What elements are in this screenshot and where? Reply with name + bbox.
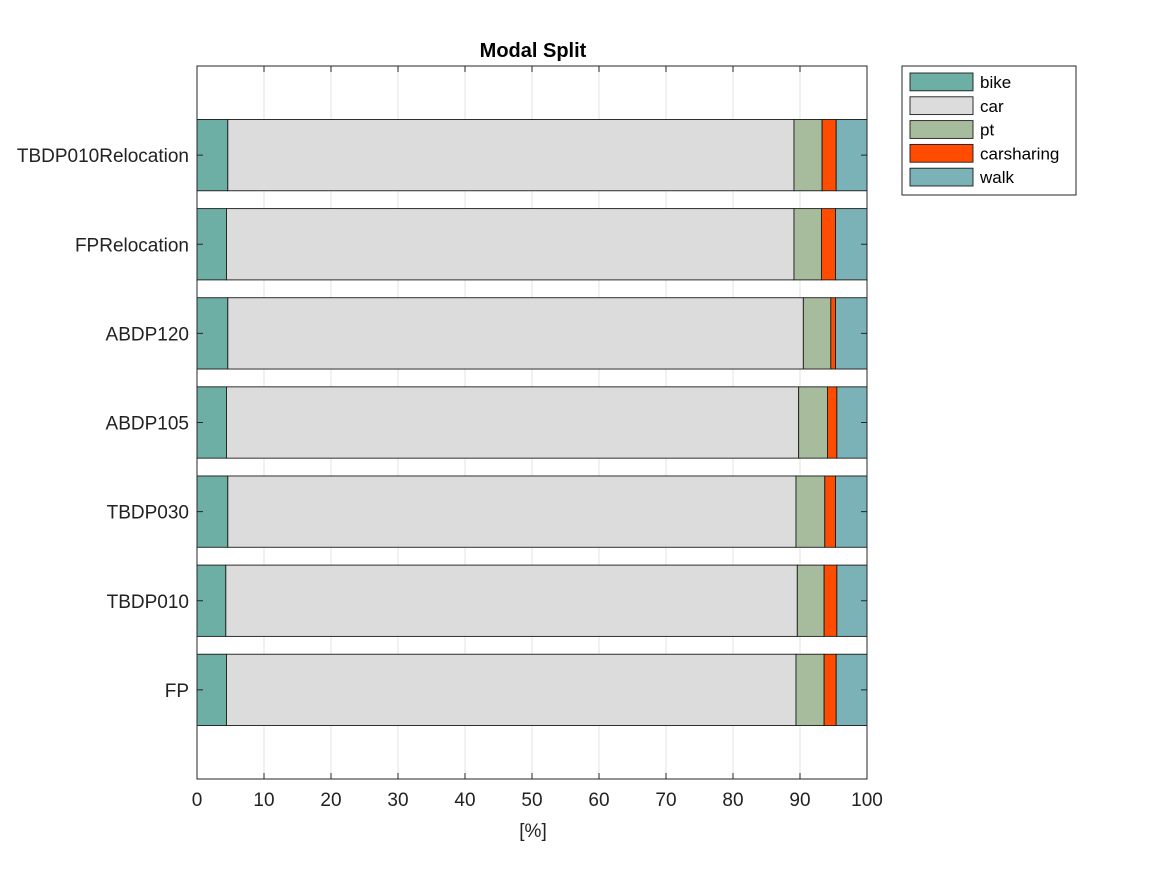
bar-segment-car-TBDP010 xyxy=(225,564,798,637)
legend-label-bike: bike xyxy=(980,73,1011,92)
x-tick-label: 70 xyxy=(655,790,676,811)
legend-swatch-carsharing xyxy=(909,143,974,163)
y-tick-label-FP: FP xyxy=(165,681,189,702)
legend-swatch-pt xyxy=(909,120,974,139)
bar-segment-car-FP xyxy=(226,653,797,726)
bar-segment-pt-TBDP010Relocation xyxy=(793,119,823,192)
x-tick-label: 100 xyxy=(851,790,883,811)
y-tick-label-FPRelocation: FPRelocation xyxy=(75,235,189,256)
bar-segment-carsharing-ABDP120 xyxy=(830,297,836,370)
x-tick-label: 80 xyxy=(722,790,743,811)
chart-title: Modal Split xyxy=(480,40,587,62)
x-tick-label: 20 xyxy=(320,790,341,811)
bar-segment-car-TBDP010Relocation xyxy=(227,119,795,192)
bar-segment-carsharing-TBDP010Relocation xyxy=(821,119,837,192)
bar-segment-carsharing-TBDP030 xyxy=(824,475,836,548)
legend-label-walk: walk xyxy=(979,168,1015,187)
bar-segment-carsharing-FP xyxy=(823,653,837,726)
y-tick-label-TBDP030: TBDP030 xyxy=(107,503,189,524)
legend-label-pt: pt xyxy=(980,121,994,140)
bars xyxy=(196,119,868,726)
legend-swatch-walk xyxy=(909,167,974,187)
x-tick-label: 50 xyxy=(521,790,542,811)
bar-segment-car-TBDP030 xyxy=(227,475,797,548)
bar-segment-car-ABDP105 xyxy=(226,386,800,459)
bar-segment-pt-TBDP030 xyxy=(795,475,826,548)
bar-segment-pt-FPRelocation xyxy=(793,208,822,281)
bar-segment-pt-FP xyxy=(795,653,825,726)
bar-segment-carsharing-FPRelocation xyxy=(820,208,836,281)
bar-segment-pt-ABDP105 xyxy=(798,386,828,459)
bar-segment-pt-TBDP010 xyxy=(796,564,825,637)
legend-label-carsharing: carsharing xyxy=(980,144,1059,163)
y-axis-ticks: FP TBDP010 TBDP030 ABDP105 ABDP120 FPRelocati… xyxy=(17,146,867,702)
bar-segment-carsharing-ABDP105 xyxy=(827,386,838,459)
x-tick-label: 10 xyxy=(253,790,274,811)
x-axis-label: [%] xyxy=(519,821,546,842)
x-tick-label: 0 xyxy=(192,790,203,811)
y-tick-label-ABDP105: ABDP105 xyxy=(106,414,189,435)
bar-segment-car-ABDP120 xyxy=(227,297,804,370)
legend-label-car: car xyxy=(980,97,1004,116)
legend-swatch-bike xyxy=(909,72,974,92)
y-tick-label-ABDP120: ABDP120 xyxy=(106,324,189,345)
x-tick-label: 60 xyxy=(588,790,609,811)
legend-swatch-car xyxy=(909,96,974,116)
bar-segment-carsharing-TBDP010 xyxy=(823,564,838,637)
y-tick-label-TBDP010Relocation: TBDP010Relocation xyxy=(17,146,189,167)
x-tick-label: 40 xyxy=(454,790,475,811)
x-tick-label: 30 xyxy=(387,790,408,811)
x-tick-label: 90 xyxy=(789,790,810,811)
y-tick-label-TBDP010: TBDP010 xyxy=(107,592,189,613)
x-axis-ticks: 0 10 20 30 40 50 60 70 80 90 100 xyxy=(192,66,883,811)
legend: bike car pt carsharing walk xyxy=(901,65,1077,196)
bar-segment-car-FPRelocation xyxy=(226,208,795,281)
bar-segment-pt-ABDP120 xyxy=(802,297,832,370)
